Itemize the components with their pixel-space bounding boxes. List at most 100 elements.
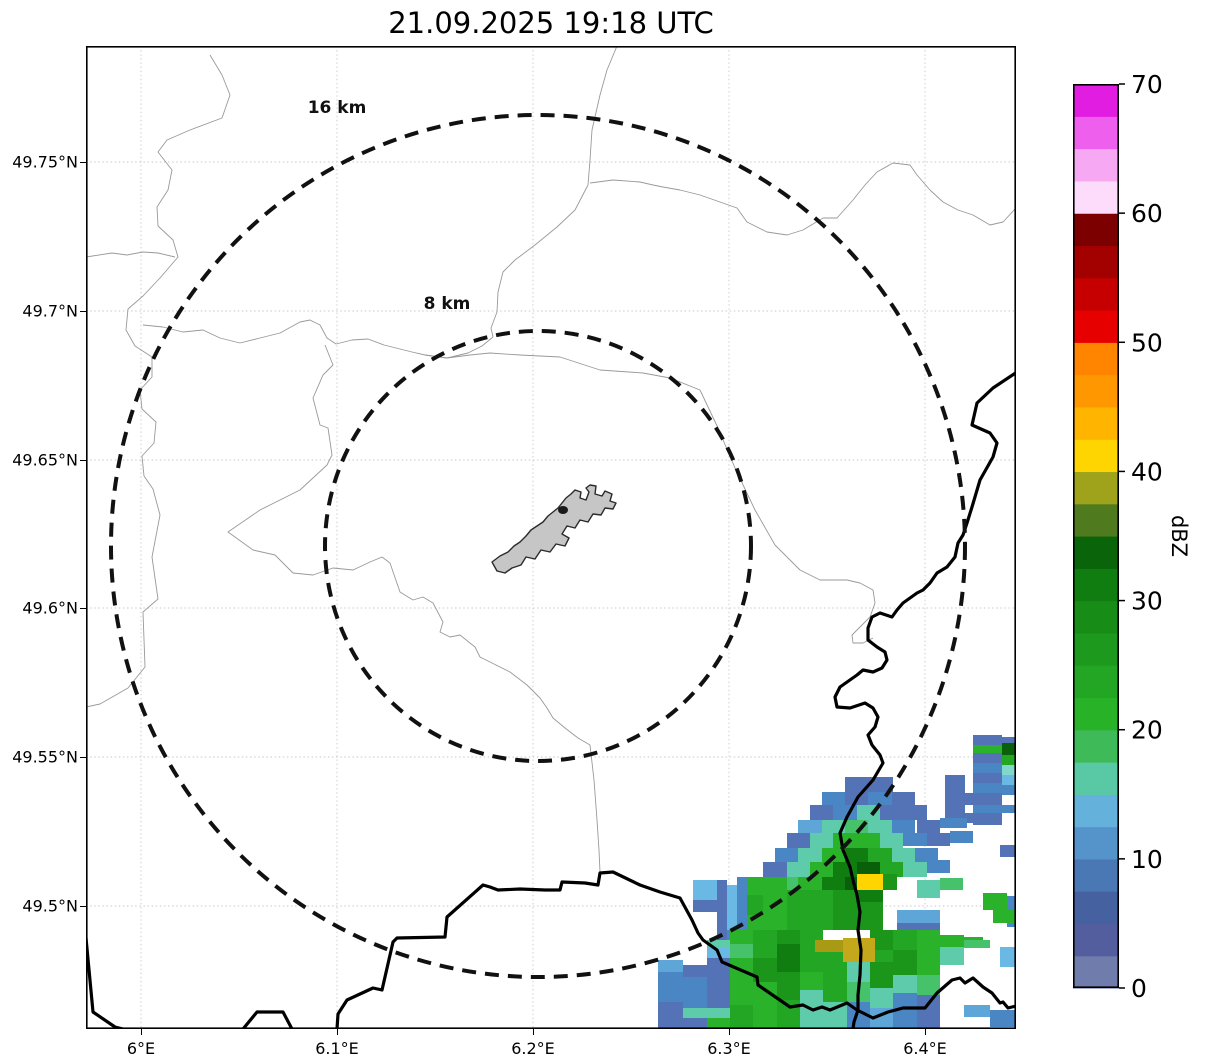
radar-cell — [707, 940, 730, 948]
radar-cell — [787, 890, 810, 930]
range-circle-label-16km: 16 km — [308, 98, 367, 118]
colorbar-segment — [1073, 213, 1119, 247]
radar-cell — [798, 820, 822, 833]
x-tick-label: 6.2°E — [511, 1039, 555, 1058]
radar-cell — [940, 935, 964, 947]
city-marker-dot — [558, 506, 568, 514]
colorbar-segment — [1073, 762, 1119, 795]
radar-cell — [903, 805, 927, 820]
radar-cell — [973, 753, 1002, 763]
colorbar-segment — [1073, 374, 1119, 408]
admin-boundary-line — [589, 162, 1016, 236]
radar-cell — [707, 1008, 730, 1018]
radar-cell — [747, 877, 763, 895]
radar-cell — [917, 880, 940, 898]
radar-cell — [683, 977, 707, 1008]
colorbar-tick-label: 30 — [1131, 587, 1163, 616]
radar-cell — [845, 820, 868, 833]
colorbar-segment — [1073, 503, 1119, 537]
radar-cell — [950, 831, 973, 843]
radar-cell — [1002, 775, 1016, 785]
radar-cell — [917, 820, 940, 833]
colorbar-segment — [1073, 665, 1119, 699]
radar-cell — [800, 972, 823, 990]
colorbar-segment — [1073, 891, 1119, 925]
radar-cell — [833, 890, 857, 930]
radar-cell — [822, 792, 845, 805]
y-tick-label: 49.65°N — [12, 450, 78, 470]
colorbar-tick-label: 40 — [1131, 457, 1163, 486]
radar-cell — [897, 910, 940, 923]
admin-boundary-line — [86, 251, 176, 258]
colorbar-segment — [1073, 148, 1119, 182]
radar-cell — [683, 1008, 707, 1018]
radar-cell — [870, 930, 893, 950]
radar-cell — [857, 862, 880, 877]
colorbar-segment — [1073, 923, 1119, 957]
radar-cell — [1002, 765, 1016, 775]
y-tick-label: 49.55°N — [12, 747, 78, 767]
radar-cell — [917, 975, 940, 995]
admin-boundary-line — [86, 54, 231, 708]
radar-cell — [730, 958, 753, 1005]
radar-cell — [658, 960, 683, 972]
radar-cell — [965, 793, 1002, 805]
radar-cell — [707, 958, 730, 1008]
country-border-line — [335, 870, 1016, 1029]
y-tick-label: 49.5°N — [22, 896, 78, 916]
radar-cell — [917, 930, 940, 975]
colorbar-segment — [1073, 568, 1119, 602]
radar-cell — [973, 745, 1002, 753]
radar-cell — [753, 930, 777, 958]
radar-cell — [787, 833, 810, 848]
colorbar-segment — [1073, 697, 1119, 731]
radar-cell — [1000, 845, 1016, 857]
colorbar-segment — [1073, 632, 1119, 666]
colorbar-tick-label: 60 — [1131, 199, 1163, 228]
radar-cell — [747, 895, 763, 915]
radar-cell — [777, 972, 800, 1000]
plot-frame — [86, 46, 1016, 1029]
radar-cell — [730, 944, 753, 958]
radar-cell — [857, 833, 880, 848]
radar-cell — [993, 910, 1016, 923]
radar-cell — [845, 848, 868, 862]
figure-title: 21.09.2025 19:18 UTC — [388, 6, 714, 40]
radar-cell — [658, 972, 683, 1002]
radar-cell — [893, 950, 917, 975]
colorbar-segment — [1073, 826, 1119, 860]
radar-cell — [915, 848, 938, 862]
y-tick-label: 49.75°N — [12, 152, 78, 172]
y-tick-mark — [80, 756, 86, 758]
colorbar-segment — [1073, 277, 1119, 311]
colorbar-segment — [1073, 536, 1119, 569]
colorbar-segment — [1073, 406, 1119, 440]
radar-cell — [857, 902, 883, 930]
colorbar-segment — [1073, 310, 1119, 343]
radar-cell — [903, 833, 927, 846]
x-tick-mark — [336, 1029, 338, 1035]
radar-cell — [983, 893, 1007, 910]
radar-cell — [892, 792, 915, 805]
radar-cell — [893, 930, 917, 950]
radar-cell — [857, 890, 883, 902]
radar-cell — [658, 1002, 683, 1029]
y-tick-mark — [80, 459, 86, 461]
radar-cell — [737, 877, 747, 965]
radar-cell — [870, 777, 893, 792]
y-tick-mark — [80, 607, 86, 609]
radar-cell — [973, 805, 1016, 813]
colorbar-tick-label: 50 — [1131, 328, 1163, 357]
radar-cell — [870, 962, 893, 988]
radar-cell — [822, 877, 845, 890]
radar-cell — [880, 833, 903, 848]
admin-boundary-line — [424, 352, 876, 644]
colorbar-segment — [1073, 794, 1119, 828]
radar-cell — [903, 862, 927, 877]
radar-cell — [973, 783, 1002, 793]
radar-cell — [1002, 737, 1016, 745]
radar-cell — [833, 833, 857, 848]
radar-cell — [964, 1005, 990, 1017]
x-tick-label: 6°E — [126, 1039, 156, 1058]
x-tick-label: 6.4°E — [903, 1039, 947, 1058]
